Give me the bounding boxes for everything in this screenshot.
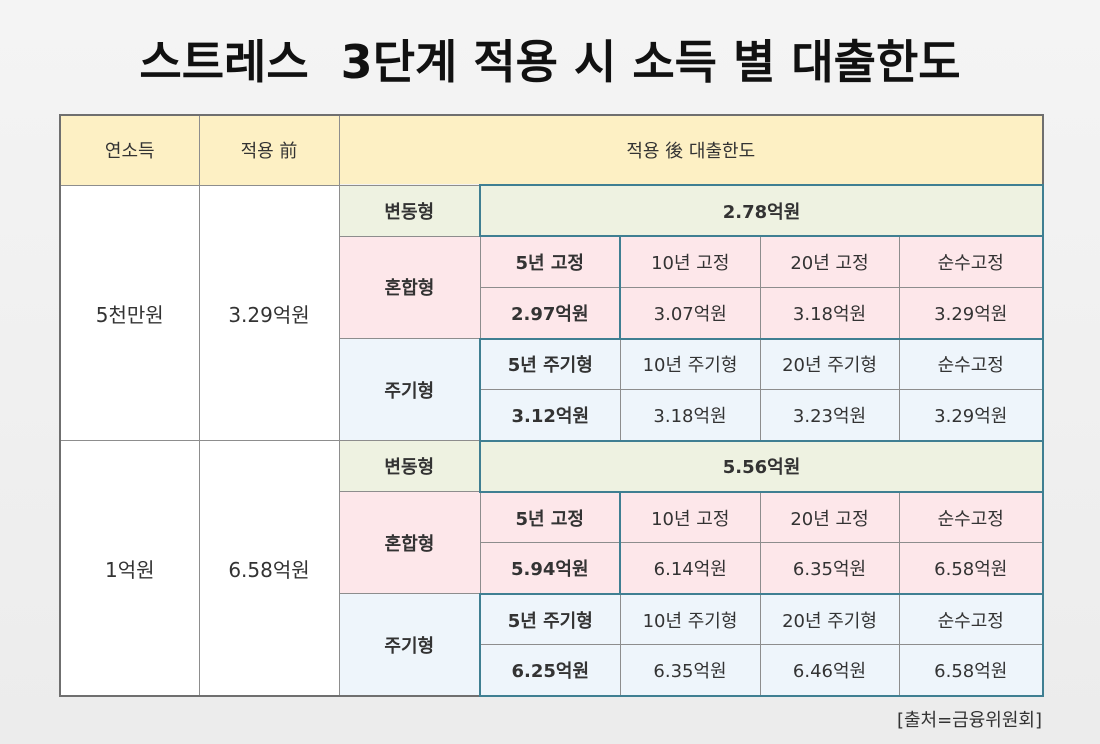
periodic-value-20y: 6.46억원	[759, 644, 900, 698]
mixed-term-pure: 순수고정	[898, 235, 1044, 288]
mixed-term-20y: 20년 고정	[759, 235, 900, 288]
before-cell: 3.29억원	[198, 184, 340, 442]
variable-value: 5.56억원	[479, 439, 1044, 493]
periodic-term-20y: 20년 주기형	[759, 592, 900, 646]
mixed-term-5y: 5년 고정	[479, 235, 621, 288]
mixed-value-10y: 3.07억원	[619, 286, 761, 340]
mixed-value-10y: 6.14억원	[619, 542, 761, 595]
periodic-label: 주기형	[338, 338, 481, 442]
table-row: 5.94억원 6.14억원 6.35억원 6.58억원	[60, 542, 1044, 595]
mixed-value-20y: 3.18억원	[759, 286, 900, 340]
periodic-term-pure: 순수고정	[898, 337, 1044, 391]
table-row: 주기형 5년 주기형 10년 주기형 20년 주기형 순수고정	[60, 337, 1044, 442]
table-row: 6.25억원 6.35억원 6.46억원 6.58억원	[60, 644, 1044, 698]
periodic-value-20y: 3.23억원	[759, 389, 900, 442]
mixed-term-pure: 순수고정	[898, 490, 1044, 544]
header-after: 적용 後 대출한도	[338, 114, 1044, 186]
periodic-label: 주기형	[338, 593, 481, 697]
mixed-term-10y: 10년 고정	[619, 235, 761, 288]
periodic-term-10y: 10년 주기형	[619, 592, 761, 646]
table-row: 주기형 5년 주기형 10년 주기형 20년 주기형 순수고정	[60, 592, 1044, 697]
mixed-value-pure: 6.58억원	[898, 542, 1044, 595]
variable-value: 2.78억원	[479, 184, 1044, 238]
income-cell: 5천만원	[59, 184, 200, 442]
variable-label: 변동형	[338, 184, 481, 237]
mixed-term-10y: 10년 고정	[619, 490, 761, 544]
table-row: 3.12억원 3.18억원 3.23억원 3.29억원	[60, 389, 1044, 442]
periodic-value-5y: 3.12억원	[479, 389, 621, 442]
periodic-value-5y: 6.25억원	[479, 644, 621, 698]
mixed-label: 혼합형	[338, 235, 481, 340]
periodic-value-pure: 6.58억원	[898, 644, 1044, 698]
mixed-term-5y: 5년 고정	[479, 491, 621, 544]
mixed-value-5y: 2.97억원	[479, 286, 621, 340]
periodic-value-10y: 3.18억원	[619, 389, 761, 442]
table-row: 혼합형 5년 고정 10년 고정 20년 고정 순수고정	[60, 235, 1044, 340]
mixed-value-pure: 3.29억원	[898, 286, 1044, 340]
before-cell: 6.58억원	[198, 440, 340, 697]
periodic-term-10y: 10년 주기형	[619, 337, 761, 391]
periodic-term-5y: 5년 주기형	[479, 592, 621, 646]
periodic-term-20y: 20년 주기형	[759, 337, 900, 391]
table-row: 혼합형 5년 고정 10년 고정 20년 고정 순수고정	[60, 490, 1044, 595]
loan-limit-table: 연소득 적용 前 적용 後 대출한도 5천만원 3.29억원 변동형 2.78억…	[59, 114, 1044, 698]
table-row: 5천만원 3.29억원 변동형 2.78억원	[59, 184, 1044, 442]
periodic-value-pure: 3.29억원	[898, 389, 1044, 442]
mixed-label: 혼합형	[338, 491, 481, 595]
periodic-term-5y: 5년 주기형	[479, 337, 621, 391]
source-credit: [출처=금융위원회]	[896, 710, 1042, 731]
header-income: 연소득	[59, 114, 200, 186]
header-before: 적용 前	[198, 114, 340, 186]
table-row: 2.97억원 3.07억원 3.18억원 3.29억원	[60, 286, 1044, 340]
variable-label: 변동형	[338, 440, 481, 493]
income-cell: 1억원	[59, 440, 200, 697]
mixed-value-5y: 5.94억원	[479, 542, 621, 595]
mixed-term-20y: 20년 고정	[759, 490, 900, 544]
periodic-value-10y: 6.35억원	[619, 644, 761, 698]
page-title: 스트레스 3단계 적용 시 소득 별 대출한도	[139, 35, 961, 89]
periodic-term-pure: 순수고정	[898, 592, 1044, 646]
table-row: 1억원 6.58억원 변동형 5.56억원	[59, 439, 1044, 697]
mixed-value-20y: 6.35억원	[759, 542, 900, 595]
table-header-row: 연소득 적용 前 적용 後 대출한도	[59, 114, 1044, 186]
